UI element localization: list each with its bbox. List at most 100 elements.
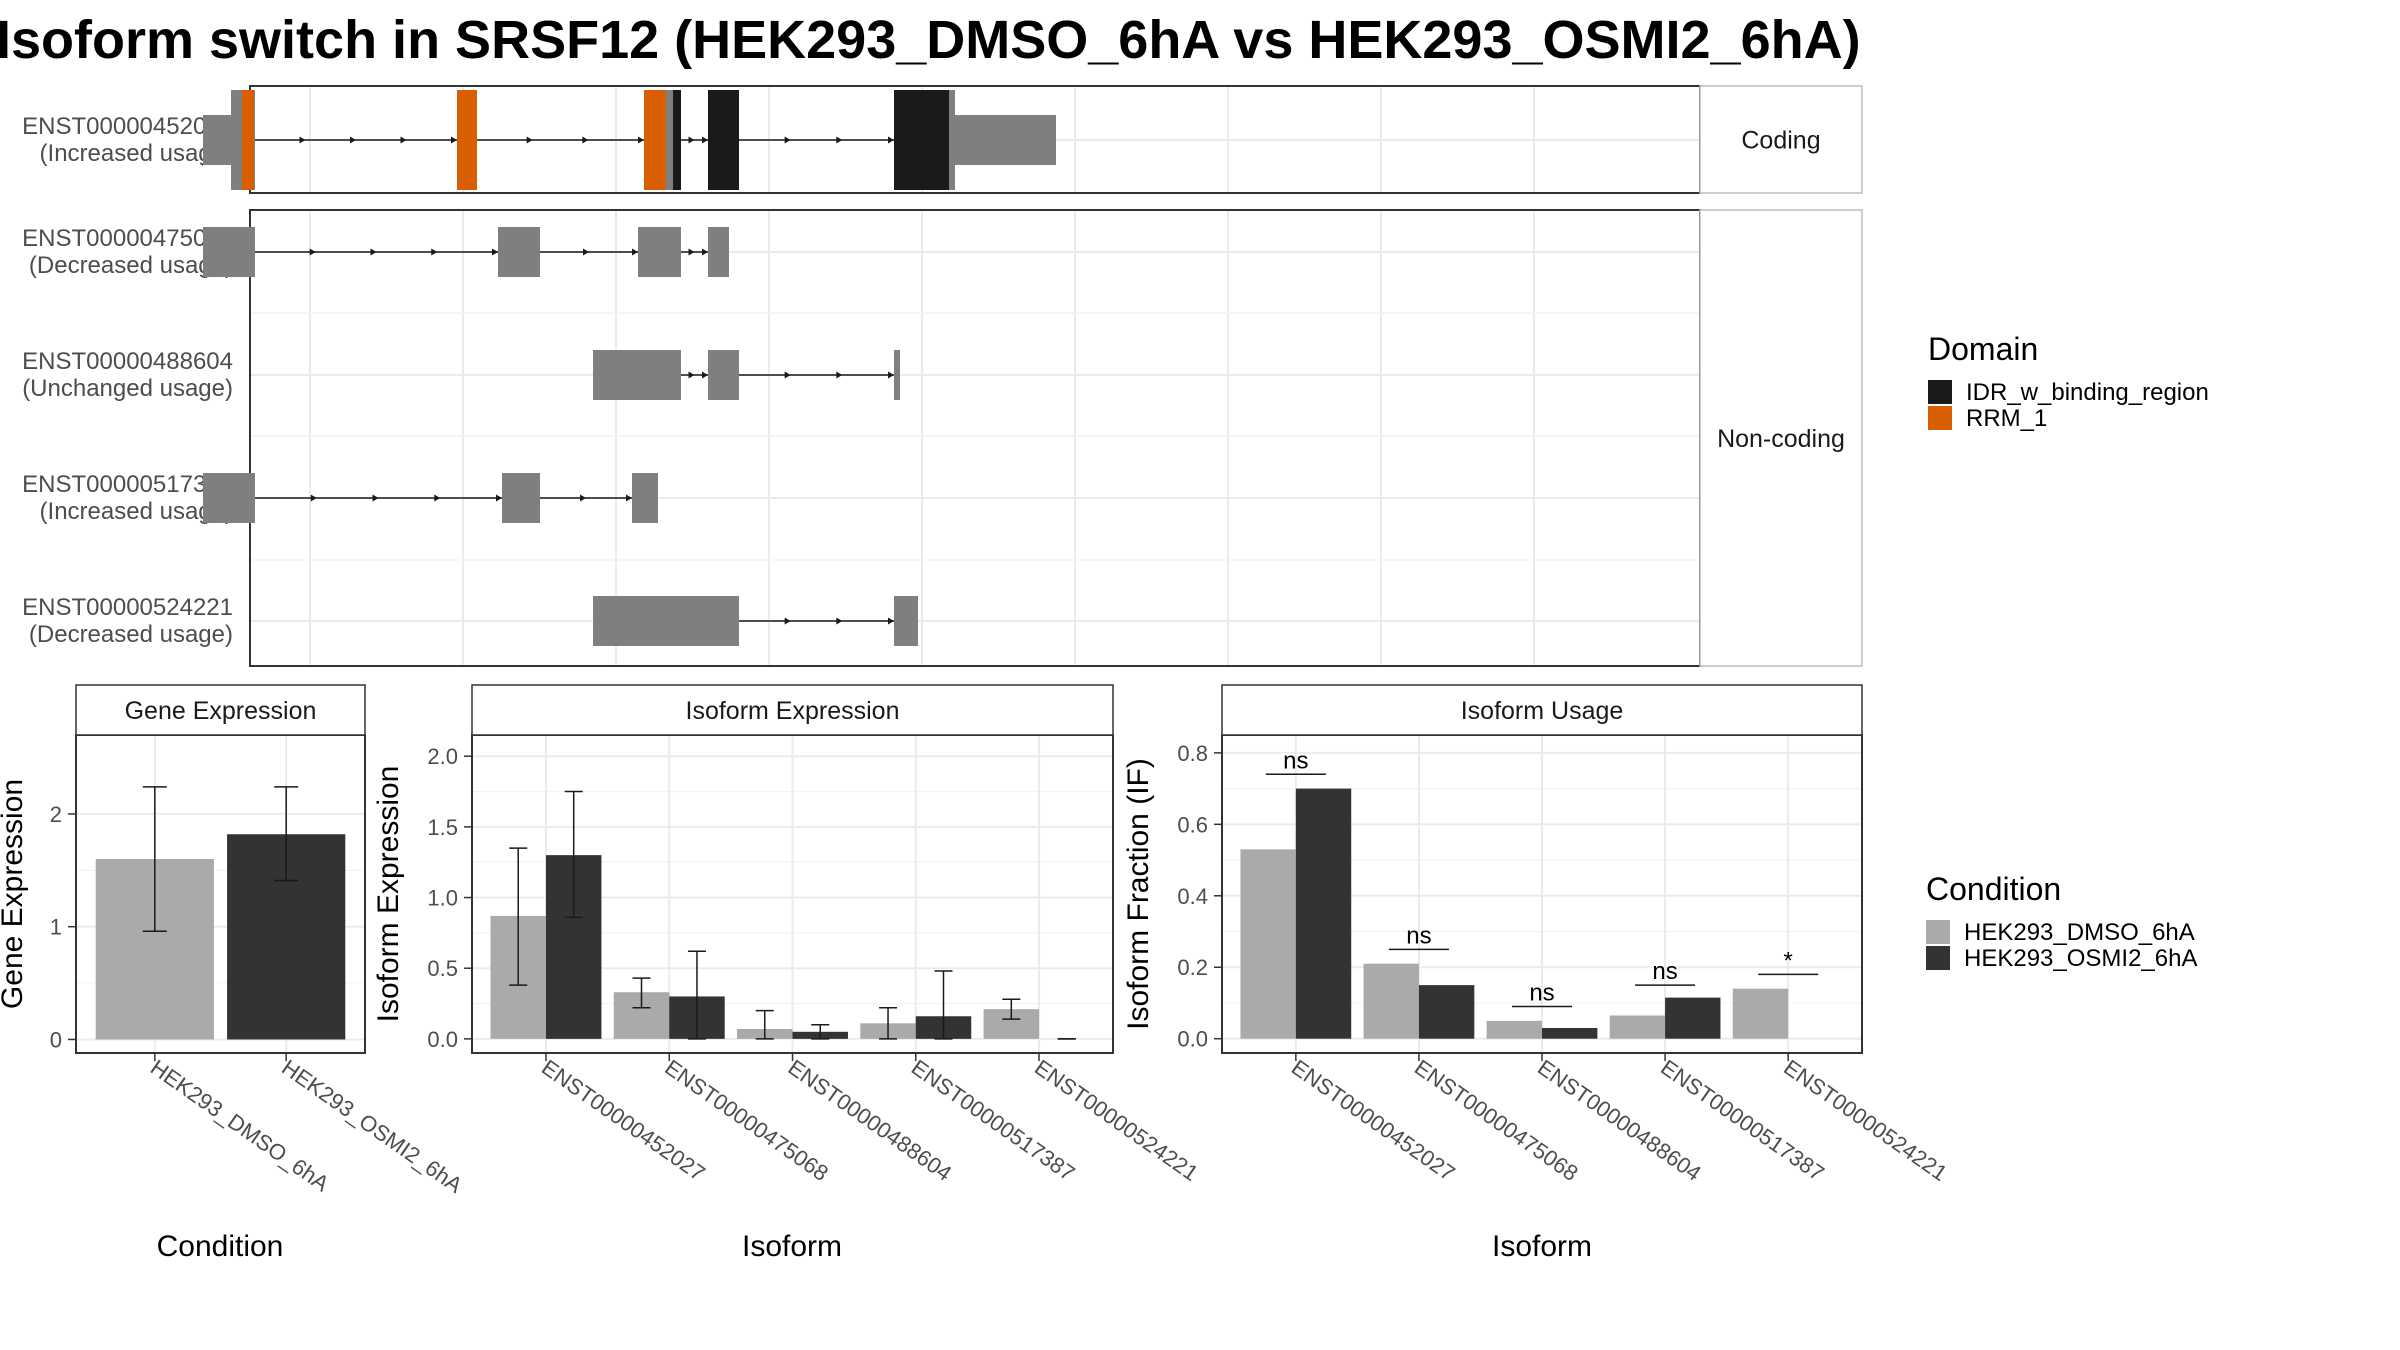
exon-block <box>894 596 918 646</box>
bar-ENST00000488604-0 <box>1486 1020 1542 1039</box>
legend-key <box>1928 380 1952 404</box>
transcript-usage-label: (Decreased usage) <box>29 252 233 279</box>
x-axis-title: Isoform <box>1492 1230 1592 1263</box>
intron-arrowhead <box>400 136 407 144</box>
legend-label: IDR_w_binding_region <box>1966 379 2209 406</box>
domain-RRM_1 <box>644 90 666 190</box>
domain-IDR_w_binding_region <box>894 90 949 190</box>
exon-block <box>498 227 540 277</box>
y-tick-label: 0.0 <box>1177 1027 1208 1052</box>
exon-block <box>894 350 900 400</box>
transcript-ENST00000452027: ENST00000452027(Increased usage) <box>22 90 1056 190</box>
transcript-id-label: ENST00000452027 <box>22 113 233 140</box>
legend-title: Domain <box>1928 331 2038 367</box>
transcript-usage-label: (Increased usage) <box>40 498 233 525</box>
legend-label: HEK293_OSMI2_6hA <box>1964 945 2197 972</box>
facet-strip-label: Coding <box>1741 127 1820 155</box>
chart-panel-1: Isoform Expression0.00.51.01.52.0ENST000… <box>372 684 1203 1263</box>
panel-strip <box>75 684 366 736</box>
intron-arrowhead <box>451 136 457 144</box>
domain-IDR_w_binding_region <box>673 90 681 190</box>
y-tick-label: 0.4 <box>1177 884 1208 909</box>
significance-label: ns <box>1406 922 1431 949</box>
bar-ENST00000517387-0 <box>1609 1015 1666 1039</box>
bar-charts: Gene Expression012HEK293_DMSO_6hAHEK293_… <box>0 684 1952 1263</box>
facet-strip <box>1699 85 1863 194</box>
y-axis-title: Isoform Expression <box>372 766 405 1023</box>
exon-block <box>708 227 729 277</box>
legend-key <box>1926 946 1950 970</box>
intron-arrowhead <box>888 371 894 379</box>
transcript-ENST00000475068: ENST00000475068(Decreased usage) <box>22 225 729 279</box>
significance-label: ns <box>1283 747 1308 774</box>
domain-RRM_1 <box>457 90 477 190</box>
exon-block <box>593 350 681 400</box>
transcript-usage-label: (Unchanged usage) <box>22 375 233 402</box>
exon-block <box>593 596 739 646</box>
domain-RRM_1 <box>242 90 254 190</box>
y-tick-label: 0.6 <box>1177 812 1208 837</box>
transcript-id-label: ENST00000517387 <box>22 471 233 498</box>
intron-arrowhead <box>299 136 306 144</box>
y-tick-label: 2.0 <box>427 744 458 769</box>
panel-title: Gene Expression <box>125 697 317 725</box>
panel-strip <box>1221 684 1863 736</box>
exon-block <box>502 473 540 523</box>
exon-block <box>203 227 255 277</box>
transcript-ENST00000488604: ENST00000488604(Unchanged usage) <box>22 348 900 402</box>
legend-key <box>1926 920 1950 944</box>
facet-background <box>250 210 1700 666</box>
transcript-id-label: ENST00000475068 <box>22 225 233 252</box>
facet-strip-label: Non-coding <box>1717 425 1845 453</box>
intron-arrowhead <box>372 494 379 502</box>
y-tick-label: 0 <box>50 1027 62 1052</box>
y-axis-title: Gene Expression <box>0 779 29 1009</box>
intron-arrowhead <box>309 248 316 256</box>
intron-arrowhead <box>434 494 441 502</box>
exon-block <box>638 227 681 277</box>
y-tick-label: 0.0 <box>427 1027 458 1052</box>
bar-ENST00000524221-0 <box>1732 988 1789 1039</box>
transcript-ENST00000524221: ENST00000524221(Decreased usage) <box>22 594 918 648</box>
domain-IDR_w_binding_region <box>708 90 739 190</box>
intron-arrowhead <box>888 617 894 625</box>
intron-arrowhead <box>638 136 644 144</box>
intron-arrowhead <box>836 136 843 144</box>
legend-label: RRM_1 <box>1966 405 2047 432</box>
bar-ENST00000452027-0 <box>1240 849 1296 1039</box>
bar-ENST00000475068-0 <box>1363 963 1419 1039</box>
intron-arrowhead <box>626 494 632 502</box>
utr-block <box>955 115 1056 165</box>
significance-label: ns <box>1529 980 1554 1007</box>
y-tick-label: 2 <box>50 802 62 827</box>
intron-arrowhead <box>582 136 589 144</box>
y-tick-label: 0.5 <box>427 956 458 981</box>
intron-arrowhead <box>688 248 695 256</box>
intron-arrowhead <box>350 136 356 144</box>
intron-arrowhead <box>370 248 377 256</box>
significance-label: ns <box>1652 958 1677 985</box>
y-tick-label: 0.8 <box>1177 741 1208 766</box>
intron-arrowhead <box>784 371 791 379</box>
facet-strip <box>1699 209 1863 667</box>
intron-arrowhead <box>702 136 708 144</box>
y-tick-label: 1.0 <box>427 886 458 911</box>
intron-arrowhead <box>702 248 708 256</box>
utr-block <box>203 115 231 165</box>
panel-title: Isoform Expression <box>686 697 900 725</box>
intron-arrowhead <box>688 136 695 144</box>
intron-arrowhead <box>496 494 502 502</box>
exon-block <box>632 473 658 523</box>
intron-arrowhead <box>836 371 843 379</box>
intron-arrowhead <box>583 248 589 256</box>
legend-key <box>1928 406 1952 430</box>
transcript-id-label: ENST00000488604 <box>22 348 233 375</box>
intron-arrowhead <box>431 248 438 256</box>
intron-arrowhead <box>310 494 317 502</box>
y-tick-label: 1 <box>50 915 62 940</box>
exon-block <box>203 473 255 523</box>
